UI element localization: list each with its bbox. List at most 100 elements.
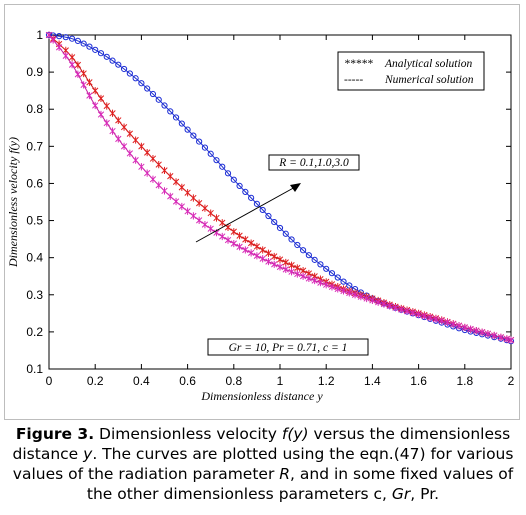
analytical-point-2	[138, 142, 145, 150]
analytical-point-3	[380, 300, 388, 308]
analytical-point-3	[259, 255, 266, 263]
analytical-point-3	[491, 331, 498, 340]
analytical-point-1	[86, 43, 93, 50]
analytical-point-3	[497, 333, 505, 341]
y-tick-label: 0.8	[26, 102, 43, 116]
analytical-point-2	[132, 136, 139, 144]
analytical-point-3	[219, 232, 226, 241]
caption-gr: Gr	[391, 485, 411, 503]
caption-fy: f(y)	[281, 425, 309, 443]
analytical-point-3	[138, 163, 145, 171]
analytical-point-3	[49, 36, 57, 44]
analytical-point-2	[109, 109, 116, 117]
analytical-point-1	[149, 90, 157, 98]
analytical-point-3	[230, 239, 237, 248]
analytical-point-2	[265, 249, 272, 257]
analytical-point-3	[346, 289, 353, 297]
analytical-point-3	[201, 221, 209, 229]
analytical-point-3	[144, 169, 151, 177]
analytical-point-2	[259, 246, 266, 254]
analytical-point-1	[265, 212, 272, 220]
param-arrow-head	[290, 183, 301, 192]
analytical-point-1	[305, 252, 312, 259]
analytical-point-3	[478, 328, 486, 336]
x-tick-label: 0.6	[179, 374, 196, 388]
analytical-point-1	[259, 206, 266, 214]
analytical-point-1	[334, 274, 341, 281]
analytical-point-3	[178, 202, 185, 211]
analytical-point-3	[149, 175, 157, 183]
analytical-point-2	[242, 235, 249, 244]
analytical-point-3	[398, 305, 405, 314]
analytical-point-3	[484, 330, 492, 338]
param-arrow-line	[195, 185, 298, 243]
analytical-point-2	[282, 258, 289, 267]
analytical-point-3	[236, 243, 243, 251]
analytical-point-3	[184, 207, 191, 215]
analytical-point-1	[213, 157, 220, 164]
analytical-point-2	[201, 204, 209, 212]
analytical-point-2	[236, 232, 243, 240]
legend-analytical-marker: *****	[344, 58, 373, 70]
analytical-point-2	[80, 69, 87, 78]
analytical-point-3	[363, 294, 370, 303]
analytical-point-3	[97, 110, 105, 119]
analytical-point-3	[392, 304, 399, 312]
analytical-point-2	[74, 61, 82, 69]
analytical-point-3	[242, 246, 249, 254]
analytical-point-3	[195, 216, 203, 224]
analytical-point-3	[271, 260, 278, 268]
analytical-point-3	[432, 315, 440, 323]
analytical-point-1	[115, 61, 122, 68]
analytical-point-3	[265, 257, 272, 266]
figure-frame: 0 0.2 0.4 0.6 0.8 1 1.2 1.4 1.6 1.8 2 0.1 0.2 0.3 0.4 0…	[4, 4, 520, 420]
analytical-point-1	[56, 33, 63, 40]
y-tick-label: 0.3	[26, 288, 43, 302]
analytical-point-1	[196, 138, 203, 145]
analytical-point-1	[323, 265, 330, 272]
analytical-point-3	[426, 314, 434, 322]
analytical-point-1	[242, 188, 249, 196]
analytical-point-3	[92, 101, 99, 110]
y-tick-label: 0.7	[26, 139, 43, 153]
analytical-point-2	[86, 78, 93, 86]
x-tick-label: 1.6	[410, 374, 427, 388]
analytical-point-3	[167, 192, 174, 200]
y-tick-label: 0.2	[26, 325, 43, 339]
analytical-point-1	[92, 46, 99, 53]
analytical-point-2	[207, 209, 214, 217]
analytical-point-1	[300, 247, 307, 254]
analytical-point-3	[403, 307, 411, 315]
analytical-point-3	[247, 249, 255, 257]
analytical-point-3	[386, 302, 393, 310]
caption-r: R	[279, 465, 291, 483]
analytical-point-3	[132, 156, 139, 164]
analytical-point-3	[305, 274, 313, 283]
analytical-point-1	[190, 132, 197, 139]
analytical-point-1	[340, 278, 347, 285]
analytical-point-3	[120, 142, 128, 150]
x-tick-label: 0.2	[87, 374, 104, 388]
analytical-point-1	[317, 261, 324, 268]
analytical-point-3	[288, 268, 295, 276]
y-tick-label: 0.1	[26, 362, 43, 376]
x-tick-label: 1.4	[364, 374, 381, 388]
analytical-point-3	[207, 225, 214, 233]
analytical-point-1	[224, 170, 232, 177]
analytical-point-2	[294, 264, 301, 272]
analytical-point-1	[62, 34, 69, 41]
analytical-point-1	[311, 256, 318, 263]
analytical-point-1	[144, 85, 151, 92]
analytical-point-1	[219, 163, 226, 170]
analytical-point-1	[138, 80, 145, 87]
analytical-point-2	[155, 160, 162, 169]
analytical-point-3	[155, 181, 162, 189]
caption-text-2: versus the dimensionless distance	[12, 425, 511, 463]
analytical-point-1	[126, 70, 133, 77]
param-label-box	[268, 154, 360, 171]
analytical-point-3	[438, 317, 445, 325]
analytical-point-3	[190, 212, 197, 220]
analytical-point-2	[247, 239, 255, 247]
analytical-point-2	[144, 148, 151, 157]
analytical-point-2	[149, 155, 157, 163]
